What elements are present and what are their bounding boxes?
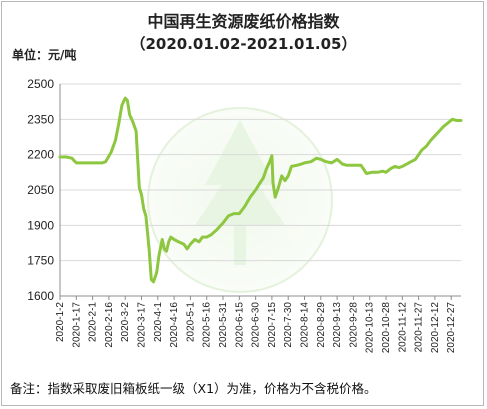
x-tick-label: 2020-7-15 xyxy=(267,302,278,348)
x-tick-label: 2020-8-29 xyxy=(316,302,327,348)
y-tick-label: 2050 xyxy=(27,183,54,197)
y-tick-label: 2350 xyxy=(27,112,54,126)
y-tick-label: 2200 xyxy=(27,148,54,162)
x-tick-label: 2020-1-2 xyxy=(55,302,66,342)
series-line xyxy=(58,96,463,284)
x-tick-label: 2020-2-1 xyxy=(88,302,99,342)
x-tick-label: 2020-9-28 xyxy=(348,302,359,348)
x-tick-label: 2020-11-12 xyxy=(397,302,408,353)
chart-subtitle: （2020.01.02-2021.01.05） xyxy=(130,35,357,53)
x-tick-label: 2020-6-30 xyxy=(251,302,262,348)
x-tick-label: 2020-10-28 xyxy=(381,302,392,354)
y-tick-label: 1750 xyxy=(27,254,54,268)
y-tick-label: 2500 xyxy=(27,77,54,91)
x-tick-label: 2020-6-15 xyxy=(234,302,245,348)
x-tick-label: 2020-11-27 xyxy=(414,302,425,353)
x-tick-label: 2020-4-16 xyxy=(169,302,180,348)
x-tick-label: 2020-7-30 xyxy=(283,302,294,348)
x-tick-label: 2020-8-14 xyxy=(300,302,311,348)
x-tick-label: 2020-10-13 xyxy=(365,302,376,354)
x-tick-label: 2020-5-1 xyxy=(185,302,196,342)
x-tick-label: 2020-1-17 xyxy=(71,302,82,348)
unit-label: 单位：元/吨 xyxy=(12,48,77,62)
x-tick-label: 2020-2-16 xyxy=(104,302,115,348)
x-tick-label: 2020-9-13 xyxy=(332,302,343,348)
x-tick-label: 2020-12-27 xyxy=(446,302,457,354)
x-tick-label: 2020-5-16 xyxy=(202,302,213,348)
y-tick-label: 1600 xyxy=(27,289,54,303)
footnote: 备注：指数采取废旧箱板纸一级（X1）为准，价格为不含税价格。 xyxy=(10,381,377,396)
x-tick-label: 2020-5-31 xyxy=(218,302,229,348)
x-tick-label: 2020-4-1 xyxy=(153,302,164,342)
chart-title: 中国再生资源废纸价格指数 xyxy=(147,12,340,31)
x-tick-label: 2020-3-17 xyxy=(137,302,148,348)
watermark xyxy=(147,107,333,293)
y-tick-label: 1900 xyxy=(27,218,54,232)
x-tick-label: 2020-3-2 xyxy=(120,302,131,342)
x-tick-label: 2020-12-12 xyxy=(430,302,441,354)
